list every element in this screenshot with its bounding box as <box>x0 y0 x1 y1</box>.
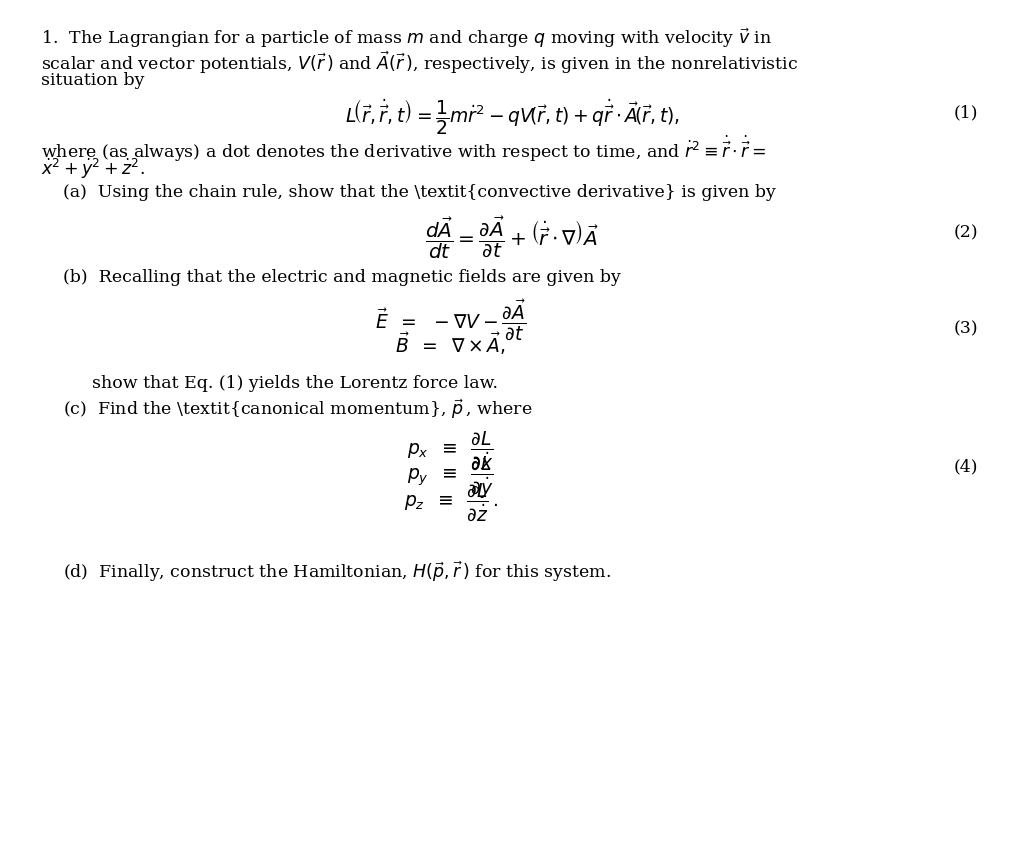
Text: $p_y \;\;\equiv\;\; \dfrac{\partial L}{\partial\dot{y}}$: $p_y \;\;\equiv\;\; \dfrac{\partial L}{\… <box>408 455 494 501</box>
Text: $\dfrac{d\vec{A}}{dt} = \dfrac{\partial\vec{A}}{\partial t} + \left(\dot{\vec{r}: $\dfrac{d\vec{A}}{dt} = \dfrac{\partial\… <box>425 214 599 262</box>
Text: $p_z \;\;\equiv\;\; \dfrac{\partial L}{\partial\dot{z}}\,.$: $p_z \;\;\equiv\;\; \dfrac{\partial L}{\… <box>403 481 498 523</box>
Text: scalar and vector potentials, $V(\vec{r}\,)$ and $\vec{A}(\vec{r}\,)$, respectiv: scalar and vector potentials, $V(\vec{r}… <box>41 50 798 77</box>
Text: where (as always) a dot denotes the derivative with respect to time, and $\dot{r: where (as always) a dot denotes the deri… <box>41 134 766 165</box>
Text: (3): (3) <box>953 320 978 337</box>
Text: (d)  Finally, construct the Hamiltonian, $H(\vec{p},\vec{r}\,)$ for this system.: (d) Finally, construct the Hamiltonian, … <box>63 559 611 584</box>
Text: $\vec{E}\;\; =\;\; -\nabla V - \dfrac{\partial\vec{A}}{\partial t}$: $\vec{E}\;\; =\;\; -\nabla V - \dfrac{\p… <box>375 298 526 342</box>
Text: show that Eq. (1) yields the Lorentz force law.: show that Eq. (1) yields the Lorentz for… <box>92 375 498 392</box>
Text: (1): (1) <box>953 104 978 121</box>
Text: $\vec{B}\;\; =\;\; \nabla\times\vec{A},$: $\vec{B}\;\; =\;\; \nabla\times\vec{A},$ <box>395 331 506 357</box>
Text: (4): (4) <box>953 458 978 475</box>
Text: (c)  Find the \textit{canonical momentum}, $\vec{p}\,$, where: (c) Find the \textit{canonical momentum}… <box>63 398 532 421</box>
Text: $\dot{x}^{2}+\dot{y}^{2}+\dot{z}^{2}$.: $\dot{x}^{2}+\dot{y}^{2}+\dot{z}^{2}$. <box>41 156 144 181</box>
Text: $p_x \;\;\equiv\;\; \dfrac{\partial L}{\partial\dot{x}}$: $p_x \;\;\equiv\;\; \dfrac{\partial L}{\… <box>408 429 494 471</box>
Text: situation by: situation by <box>41 72 144 89</box>
Text: 1.  The Lagrangian for a particle of mass $m$ and charge $q$ moving with velocit: 1. The Lagrangian for a particle of mass… <box>41 27 772 50</box>
Text: (a)  Using the chain rule, show that the \textit{convective derivative} is given: (a) Using the chain rule, show that the … <box>63 184 776 201</box>
Text: (b)  Recalling that the electric and magnetic fields are given by: (b) Recalling that the electric and magn… <box>63 269 622 286</box>
Text: (2): (2) <box>953 225 978 241</box>
Text: $L\!\left(\vec{r},\dot{\vec{r}},t\right) = \dfrac{1}{2}m\dot{r}^{2} - qV\!\left(: $L\!\left(\vec{r},\dot{\vec{r}},t\right)… <box>344 98 680 137</box>
